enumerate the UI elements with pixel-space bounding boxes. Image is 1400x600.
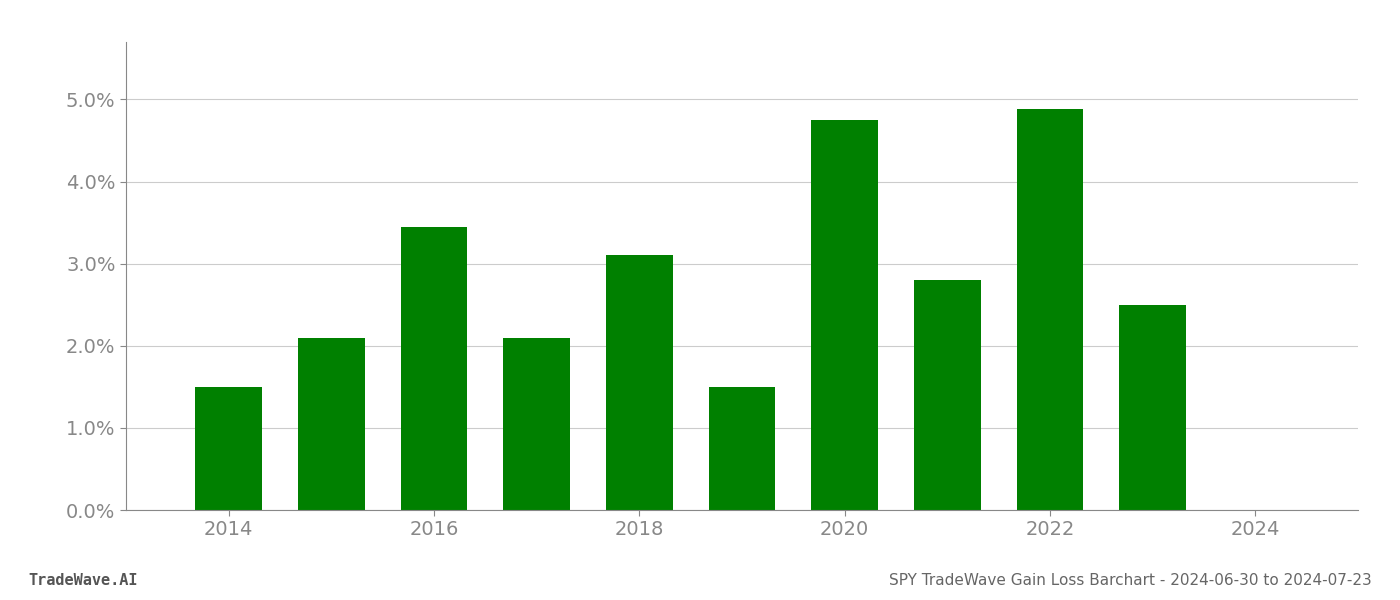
Bar [503, 338, 570, 510]
Bar [708, 387, 776, 510]
Text: SPY TradeWave Gain Loss Barchart - 2024-06-30 to 2024-07-23: SPY TradeWave Gain Loss Barchart - 2024-… [889, 573, 1372, 588]
Bar [811, 120, 878, 510]
Text: TradeWave.AI: TradeWave.AI [28, 573, 137, 588]
Bar [1016, 109, 1084, 510]
Bar [914, 280, 980, 510]
Bar [1119, 305, 1186, 510]
Bar [195, 387, 262, 510]
Bar [606, 256, 672, 510]
Bar [400, 227, 468, 510]
Bar [298, 338, 364, 510]
